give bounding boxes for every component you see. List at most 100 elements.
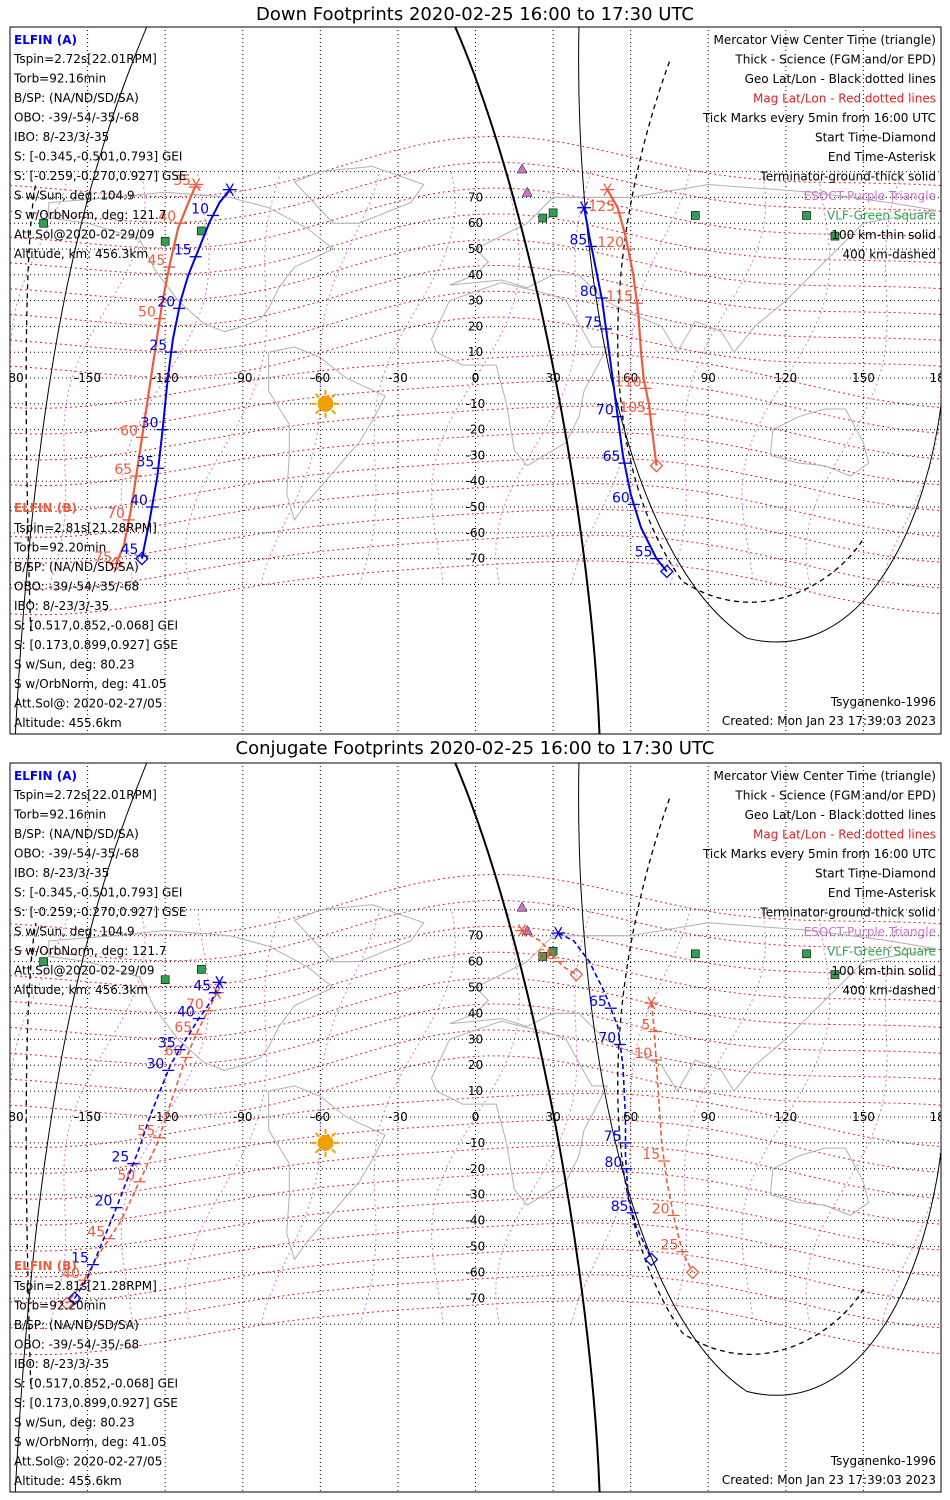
elfin-a-info-line: IBO: 8/-23/3/-35 [14,866,109,880]
mag-lon-line [431,909,520,1325]
vlf-station-marker [160,975,170,985]
lat-tick-label: -60 [466,1265,486,1279]
mag-lon-line [10,909,70,1146]
elfin-a-info-line: S: [-0.259,-0.270,0.927] GSE [14,169,187,183]
lon-tick-label: 180 [930,371,950,385]
time-tick-label: 110 [615,374,642,390]
elfin-a-info-line: S w/Sun, deg: 104.9 [14,925,135,939]
elfin-a-info-line: Tspin=2.72s[22.01RPM] [13,52,157,66]
time-tick-label: 60 [612,490,630,506]
time-tick-label: 30 [146,1056,164,1072]
lon-tick-label: 0 [472,371,480,385]
mag-lat-line [10,379,941,435]
lon-tick-label: -180 [0,371,24,385]
mag-lat-line [10,135,941,198]
time-tick-label: 10 [634,1046,652,1062]
lon-tick-label: -120 [152,1110,179,1124]
mag-lon-line [260,909,381,1325]
legend-line: Mag Lat/Lon - Red dotted lines [753,92,936,106]
lat-tick-label: -50 [466,1240,486,1254]
mag-lat-line [10,213,941,275]
lon-tick-label: -150 [74,1110,101,1124]
time-tick-label: 40 [130,493,148,509]
time-tick-label: 70 [596,403,614,419]
legend-line: ESOCT-Purple Triangle [804,189,936,203]
time-tick-label: 75 [604,1129,622,1145]
elfin-a-info-line: OBO: -39/-54/-35/-68 [14,111,139,125]
elfin-a-info-line: IBO: 8/-23/3/-35 [14,130,109,144]
sun-ray [331,1148,337,1154]
time-tick-label: 45 [193,979,211,995]
lat-tick-label: -40 [466,474,486,488]
elfin-a-info: ELFIN (A) Tspin=2.72s[22.01RPM] Torb=92.16… [13,33,187,261]
vlf-station-marker [802,211,811,220]
mag-lon-line [805,171,902,585]
lon-tick-label: 0 [472,1110,480,1124]
lat-tick-label: -60 [466,526,486,540]
panel-title-conjugate: Conjugate Footprints 2020-02-25 16:00 to… [235,738,715,759]
legend-line: Thick - Science (FGM and/or EPD) [734,789,936,803]
mag-lon-line [184,171,282,585]
lat-tick-label: 50 [468,981,483,995]
time-tick-label: 25 [149,338,167,354]
sun-ray [331,409,337,415]
model-label: Tsyganenko-1996 [830,1454,936,1468]
lon-tick-label: 30 [545,1110,560,1124]
elfin-b-info: ELFIN (B) Tspin=2.81s[21.28RPM] Torb=92.20… [13,1259,178,1488]
lon-tick-label: -180 [0,1110,24,1124]
time-tick-label: 70 [598,1030,616,1046]
lon-tick-label: 60 [623,371,638,385]
time-tick-label: 50 [138,305,156,321]
elfin-b-info-line: Altitude: 455.6km [14,1474,122,1488]
elfin-b-info-line: S: [0.173,0.899,0.927] GSE [14,638,178,652]
created-label: Created: Mon Jan 23 17:39:03 2023 [722,714,936,728]
time-tick-label: 65 [114,462,132,478]
coastline [293,904,425,963]
lon-tick-label: 90 [701,1110,716,1124]
time-tick-label: 15 [642,1147,660,1163]
lat-tick-label: 50 [468,242,483,256]
end-asterisk-marker [647,996,656,1010]
end-asterisk-marker [225,183,234,197]
terminator-line [14,763,148,1492]
elfin-b-info-line: Tspin=2.81s[21.28RPM] [13,521,157,535]
mag-lat-line [10,1170,941,1226]
elfin-b-info-line: Torb=92.20min [13,1299,106,1313]
elfin-a-info-line: Torb=92.16min [13,808,106,822]
elfin-b-info-line: S w/OrbNorm, deg: 41.05 [14,677,166,691]
mag-lon-line [570,171,691,585]
time-tick-label: 45 [87,1225,105,1241]
lat-tick-label: 10 [468,1084,483,1098]
elfin-b-info-line: B/SP: (NA/ND/SD/SA) [14,560,139,574]
elfin-b-info: ELFIN (B) Tspin=2.81s[21.28RPM] Torb=92.20… [13,501,178,730]
mag-lon-line [49,171,146,585]
vlf-station-marker [39,957,48,966]
time-tick-label: 70 [107,506,125,522]
time-tick-label: 30 [141,416,159,432]
time-tick-label: 55 [635,545,653,561]
time-tick-label: 85 [611,1199,629,1215]
down-footprints-map: -180-150-120-90-60-300306090120150180706… [0,26,950,735]
legend-line: Tick Marks every 5min from 16:00 UTC [702,847,936,861]
time-tick-label: 20 [652,1201,670,1217]
lon-tick-label: 120 [774,371,797,385]
elfin-a-info-line: B/SP: (NA/ND/SD/SA) [14,827,139,841]
lon-tick-label: 60 [623,1110,638,1124]
time-tick-label: 125 [588,199,615,215]
elfin-a-info-line: Att.Sol@2020-02-29/09 [14,964,155,978]
legend-line: End Time-Asterisk [828,886,936,900]
mag-lat-line [10,534,941,590]
400km-dashed-line [617,61,864,603]
sun-ray [331,393,337,399]
panel-title-down: Down Footprints 2020-02-25 16:00 to 17:3… [256,4,694,25]
start-diamond-marker [59,1296,74,1311]
lat-tick-label: 60 [468,955,483,969]
lat-tick-label: 30 [468,294,483,308]
start-diamond-marker [644,1252,659,1267]
vlf-station-marker [830,231,840,241]
mag-lon-line [570,909,691,1325]
time-tick-label: 45 [147,253,165,269]
lat-tick-label: 40 [468,268,483,282]
elfin-a-track [583,207,668,573]
elfin-b-track [521,929,577,976]
